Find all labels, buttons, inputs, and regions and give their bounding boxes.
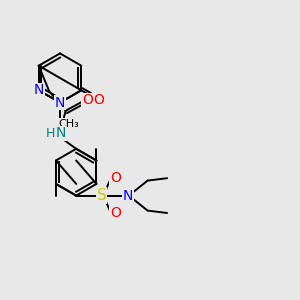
Text: O: O (110, 206, 121, 220)
Text: N: N (34, 83, 44, 97)
Text: S: S (97, 188, 106, 203)
Text: N: N (56, 126, 66, 140)
Text: H: H (45, 127, 55, 140)
Text: O: O (82, 93, 93, 107)
Text: O: O (93, 93, 104, 107)
Text: N: N (123, 189, 133, 202)
Text: N: N (55, 96, 65, 110)
Text: O: O (110, 171, 121, 185)
Text: CH₃: CH₃ (58, 118, 79, 129)
